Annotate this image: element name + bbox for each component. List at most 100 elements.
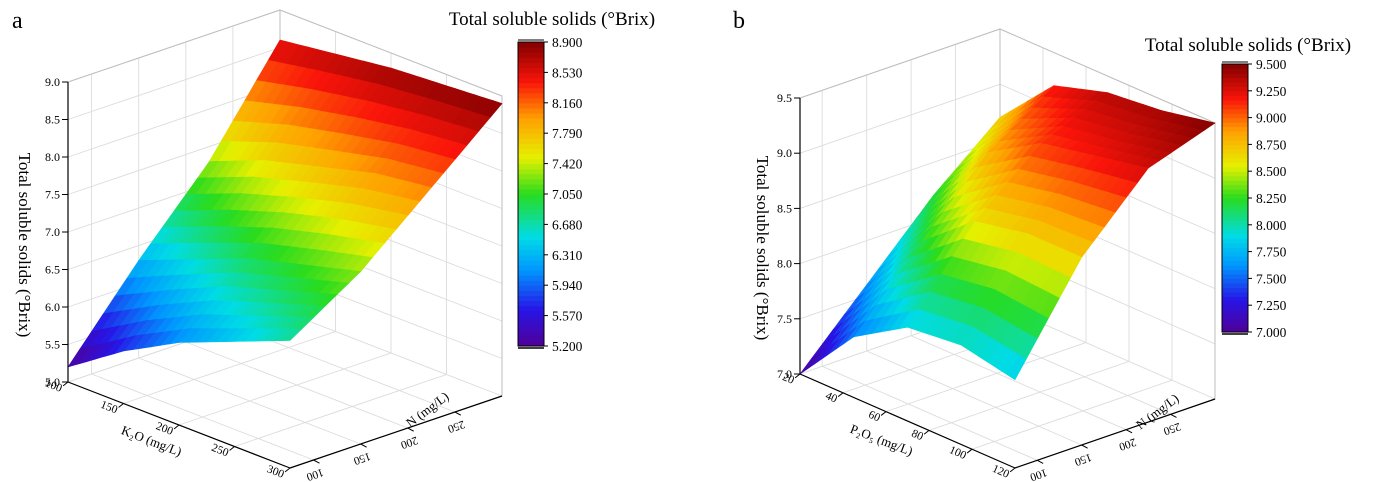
- colorbar-swatch: [1222, 113, 1248, 119]
- colorbar-swatch: [1222, 122, 1248, 128]
- colorbar-swatch: [518, 168, 544, 175]
- z-tick-label: 8.5: [777, 201, 792, 215]
- colorbar-tick-label: 7.790: [552, 126, 583, 141]
- colorbar-swatch: [518, 138, 544, 144]
- z-tick-label: 9.0: [45, 75, 60, 89]
- colorbar-swatch: [518, 102, 544, 109]
- y-gridline: [138, 58, 361, 445]
- colorbar-swatch: [1222, 242, 1248, 248]
- z-tick-label: 7.5: [777, 312, 792, 326]
- colorbar-tick-label: 7.000: [1256, 325, 1287, 340]
- colorbar-swatch: [518, 163, 544, 170]
- colorbar-swatch: [1222, 72, 1248, 78]
- colorbar-swatch: [518, 239, 544, 246]
- y-tick-mark: [407, 427, 414, 432]
- colorbar-swatch: [1222, 220, 1248, 226]
- x-tick-mark: [173, 424, 180, 430]
- colorbar-swatch: [518, 72, 544, 79]
- x-tick-mark: [62, 381, 69, 387]
- colorbar-swatch: [1222, 202, 1248, 208]
- colorbar-swatch: [518, 295, 544, 301]
- x-tick-mark: [923, 430, 930, 435]
- z-tick-label: 7.0: [45, 225, 60, 239]
- colorbar-swatch: [518, 82, 544, 89]
- colorbar-swatch: [1222, 175, 1248, 181]
- colorbar-swatch: [1222, 296, 1248, 302]
- colorbar-tick-label: 8.530: [552, 65, 583, 80]
- y-tick-mark: [1036, 459, 1044, 464]
- colorbar-swatch: [518, 123, 544, 129]
- colorbar-swatch: [518, 87, 544, 94]
- colorbar-swatch: [1222, 282, 1248, 288]
- colorbar-swatch: [1222, 215, 1248, 221]
- y-axis-line: [289, 395, 503, 469]
- colorbar-swatch: [1222, 135, 1248, 141]
- colorbar-swatch: [1222, 300, 1248, 306]
- colorbar-swatch: [1222, 198, 1248, 204]
- colorbar-tick-label: 7.250: [1256, 298, 1287, 313]
- colorbar-swatch: [518, 259, 544, 266]
- colorbar-swatch: [518, 254, 544, 261]
- surface-cell: [67, 346, 90, 368]
- colorbar-swatch: [518, 335, 544, 342]
- x-tick-mark: [880, 411, 887, 416]
- colorbar-swatch: [1222, 233, 1248, 239]
- z-tick-label: 9.0: [777, 146, 792, 160]
- x-tick-label: 150: [99, 399, 120, 417]
- colorbar-swatch: [518, 52, 544, 58]
- z-tick-label: 6.5: [45, 263, 60, 277]
- colorbar-swatch: [518, 310, 544, 317]
- z-tick-label: 5.5: [45, 338, 60, 352]
- colorbar-swatch: [1222, 131, 1248, 137]
- y-tick-label: 100: [305, 466, 325, 482]
- panel-a-surface: [67, 39, 503, 368]
- colorbar-swatch: [1222, 269, 1248, 275]
- colorbar-swatch: [1222, 278, 1248, 284]
- colorbar-tick-label: 8.500: [1256, 164, 1287, 179]
- z-tick-label: 6.0: [45, 300, 60, 314]
- colorbar-swatch: [518, 92, 544, 99]
- y-tick-label: 100: [1028, 466, 1048, 482]
- panel-a: 5.0 5.5 6.0 6.5 7.0 7.5 8.0 8.5 9.0 100 150 200 250 3…: [12, 8, 655, 482]
- colorbar-swatch: [1222, 153, 1248, 159]
- x-tick-label: 250: [210, 442, 231, 460]
- colorbar-swatch: [1222, 68, 1248, 74]
- colorbar-swatch: [1222, 64, 1248, 70]
- colorbar-swatch: [518, 42, 544, 48]
- colorbar-swatch: [518, 229, 544, 236]
- x-tick-mark: [794, 373, 801, 379]
- colorbar-tick-label: 5.940: [552, 278, 583, 293]
- colorbar-swatch: [518, 153, 544, 160]
- x-tick-label: 40: [824, 390, 840, 406]
- colorbar-title: Total soluble solids (°Brix): [1145, 35, 1351, 56]
- surface-cell: [799, 352, 821, 375]
- colorbar-tick-label: 8.250: [1256, 191, 1287, 206]
- colorbar-swatch: [518, 224, 544, 231]
- colorbar-swatch: [1222, 211, 1248, 217]
- colorbar-tick-label: 5.200: [552, 339, 583, 354]
- x-tick-label: 80: [910, 428, 926, 444]
- colorbar-swatch: [518, 244, 544, 251]
- colorbar-swatch: [518, 280, 544, 286]
- colorbar-swatch: [1222, 166, 1248, 172]
- colorbar-swatch: [1222, 139, 1248, 145]
- colorbar-swatch: [518, 300, 544, 307]
- colorbar-swatch: [1222, 184, 1248, 190]
- z-axis-title: Total soluble solids (°Brix): [753, 156, 772, 341]
- colorbar-swatch: [1222, 314, 1248, 320]
- y-gridline: [91, 74, 314, 461]
- colorbar-swatch: [518, 47, 544, 53]
- colorbar-swatch: [1222, 206, 1248, 212]
- y-tick-mark: [1125, 429, 1133, 434]
- colorbar-swatch: [1222, 148, 1248, 154]
- colorbar-swatch: [518, 178, 544, 185]
- colorbar-swatch: [518, 118, 544, 124]
- colorbar-swatch: [1222, 144, 1248, 150]
- y-gridline: [866, 75, 1082, 446]
- colorbar-swatch: [518, 133, 544, 139]
- colorbar-swatch: [518, 112, 544, 119]
- colorbar-swatch: [1222, 86, 1248, 92]
- colorbar-swatch: [518, 77, 544, 84]
